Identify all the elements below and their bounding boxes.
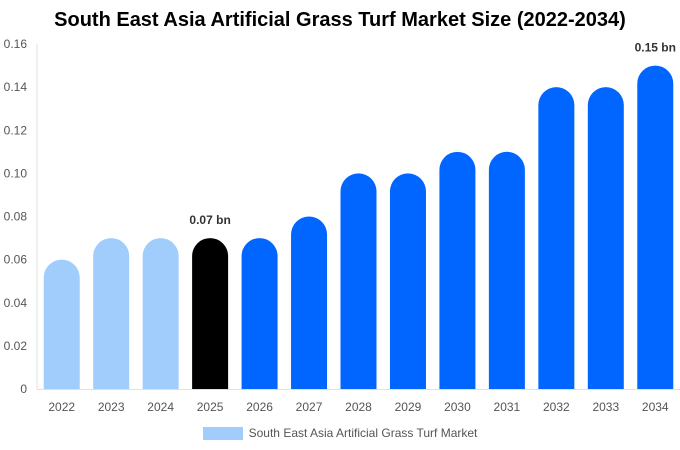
- bar-2034: [637, 65, 674, 389]
- data-label: 0.15 bn: [635, 41, 676, 55]
- x-tick-label: 2034: [642, 400, 669, 414]
- x-tick-label: 2027: [296, 400, 323, 414]
- bar-2027: [291, 216, 328, 389]
- y-tick-label: 0.10: [4, 166, 28, 180]
- bar-2030: [439, 151, 476, 389]
- legend-swatch: [202, 426, 243, 440]
- x-tick-label: 2022: [48, 400, 75, 414]
- x-tick-label: 2026: [246, 400, 273, 414]
- y-tick-label: 0.14: [4, 80, 28, 94]
- y-tick-label: 0.02: [4, 339, 28, 353]
- y-tick-label: 0.08: [4, 210, 28, 224]
- x-tick-label: 2033: [592, 400, 619, 414]
- x-tick-label: 2024: [147, 400, 174, 414]
- bar-2025: [192, 238, 229, 389]
- y-tick-label: 0.12: [4, 123, 28, 137]
- x-tick-label: 2029: [395, 400, 422, 414]
- x-tick-label: 2031: [494, 400, 521, 414]
- y-tick-label: 0.16: [4, 37, 28, 51]
- bar-2026: [241, 238, 278, 389]
- bar-2024: [142, 238, 179, 389]
- x-tick-label: 2030: [444, 400, 471, 414]
- x-tick-label: 2023: [98, 400, 125, 414]
- legend: South East Asia Artificial Grass Turf Ma…: [0, 426, 680, 440]
- bar-2023: [93, 238, 130, 389]
- chart-title: South East Asia Artificial Grass Turf Ma…: [54, 9, 626, 31]
- y-tick-label: 0.04: [4, 296, 28, 310]
- legend-label: South East Asia Artificial Grass Turf Ma…: [248, 426, 478, 440]
- bar-2022: [43, 259, 80, 389]
- bar-2028: [340, 173, 377, 389]
- x-tick-label: 2032: [543, 400, 570, 414]
- bar-2032: [538, 87, 575, 389]
- bar-2033: [587, 87, 624, 389]
- x-tick-label: 2025: [197, 400, 224, 414]
- y-tick-label: 0: [20, 382, 27, 396]
- data-label: 0.07 bn: [189, 213, 230, 227]
- y-tick-label: 0.06: [4, 253, 28, 267]
- bar-2031: [488, 151, 525, 389]
- x-tick-label: 2028: [345, 400, 372, 414]
- bar-2029: [389, 173, 426, 389]
